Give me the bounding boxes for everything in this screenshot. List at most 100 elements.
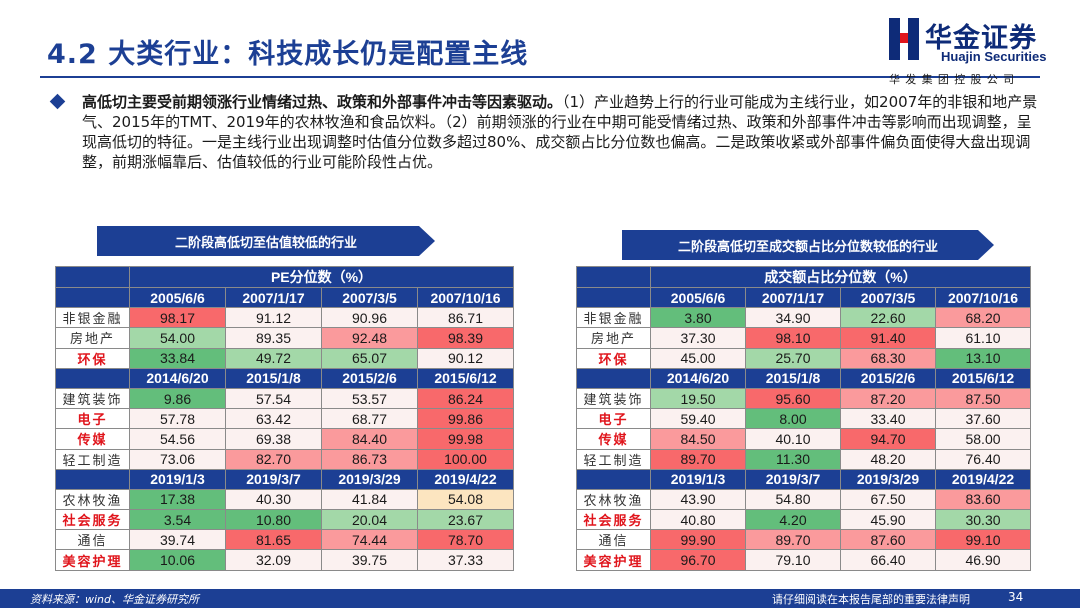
data-cell: 39.75 (321, 549, 418, 571)
table-row: 农林牧渔 17.38 40.30 41.84 54.08 (55, 488, 514, 511)
vol-blank-cell (576, 468, 651, 490)
key-point: 高低切主要受前期领涨行业情绪过热、政策和外部事件冲击等因素驱动。（1）产业趋势上… (49, 92, 1042, 172)
data-cell: 74.44 (321, 529, 418, 551)
row-label: 农林牧渔 (55, 488, 130, 511)
date-header: 2015/6/12 (417, 367, 514, 389)
data-cell: 87.60 (840, 529, 936, 551)
date-header-row: 2005/6/6 2007/1/17 2007/3/5 2007/10/16 (55, 286, 514, 309)
data-cell: 99.90 (650, 529, 746, 551)
data-cell: 66.40 (840, 549, 936, 571)
data-cell: 57.54 (225, 387, 322, 410)
data-cell: 81.65 (225, 529, 322, 551)
row-label: 社会服务 (576, 509, 651, 531)
date-header-row: 2019/1/3 2019/3/7 2019/3/29 2019/4/22 (55, 468, 514, 490)
date-header: 2015/2/6 (321, 367, 418, 389)
data-cell: 98.39 (417, 327, 514, 349)
data-cell: 40.80 (650, 509, 746, 531)
row-label: 农林牧渔 (576, 488, 651, 511)
data-cell: 99.10 (934, 529, 1032, 551)
data-cell: 3.80 (650, 307, 746, 329)
table-row: 美容护理 10.06 32.09 39.75 37.33 (55, 549, 514, 571)
date-header: 2014/6/20 (129, 367, 226, 389)
table-row: 传媒 84.50 40.10 94.70 58.00 (576, 428, 1032, 450)
table-row: 房地产 54.00 89.35 92.48 98.39 (55, 327, 514, 349)
date-header: 2019/3/7 (745, 468, 841, 490)
table-row: 电子 59.40 8.00 33.40 37.60 (576, 408, 1032, 430)
table-row: 社会服务 3.54 10.80 20.04 23.67 (55, 509, 514, 531)
date-header: 2019/3/29 (840, 468, 936, 490)
pe-blank-cell (55, 286, 130, 309)
table-row: 通信 99.90 89.70 87.60 99.10 (576, 529, 1032, 551)
row-label: 轻工制造 (576, 448, 651, 470)
row-label: 房地产 (576, 327, 651, 349)
pe-blank-cell (55, 266, 130, 288)
data-cell: 89.35 (225, 327, 322, 349)
row-label: 房地产 (55, 327, 130, 349)
data-cell: 87.50 (934, 387, 1032, 410)
data-cell: 25.70 (745, 347, 841, 369)
data-cell: 89.70 (650, 448, 746, 470)
data-cell: 22.60 (840, 307, 936, 329)
data-cell: 69.38 (225, 428, 322, 450)
row-label: 非银金融 (576, 307, 651, 329)
company-logo: 华金证券 Huajin Securities (889, 18, 1069, 68)
data-cell: 99.98 (417, 428, 514, 450)
data-cell: 4.20 (745, 509, 841, 531)
date-header: 2007/3/5 (840, 286, 936, 309)
data-cell: 68.30 (840, 347, 936, 369)
data-cell: 59.40 (650, 408, 746, 430)
data-cell: 91.40 (840, 327, 936, 349)
date-header: 2014/6/20 (650, 367, 746, 389)
data-cell: 54.80 (745, 488, 841, 511)
table-row: 环保 33.84 49.72 65.07 90.12 (55, 347, 514, 369)
data-cell: 40.30 (225, 488, 322, 511)
data-cell: 37.30 (650, 327, 746, 349)
row-label: 建筑装饰 (55, 387, 130, 410)
data-cell: 54.08 (417, 488, 514, 511)
data-cell: 33.40 (840, 408, 936, 430)
data-cell: 100.00 (417, 448, 514, 470)
row-label: 非银金融 (55, 307, 130, 329)
key-point-lead: 高低切主要受前期领涨行业情绪过热、政策和外部事件冲击等因素驱动。 (82, 93, 563, 111)
data-cell: 43.90 (650, 488, 746, 511)
table-row: 非银金融 98.17 91.12 90.96 86.71 (55, 307, 514, 329)
date-header: 2015/6/12 (934, 367, 1032, 389)
data-source: 资料来源：wind、华金证券研究所 (30, 593, 200, 606)
date-header: 2019/1/3 (650, 468, 746, 490)
data-cell: 46.90 (934, 549, 1032, 571)
right-banner-arrow (622, 230, 994, 260)
table-row: 农林牧渔 43.90 54.80 67.50 83.60 (576, 488, 1032, 511)
footer-bar: 资料来源：wind、华金证券研究所 请仔细阅读在本报告尾部的重要法律声明 34 (0, 589, 1080, 608)
data-cell: 79.10 (745, 549, 841, 571)
date-header: 2015/1/8 (225, 367, 322, 389)
group-affiliation: 华发集团控股公司 (889, 73, 1020, 86)
date-header: 2007/3/5 (321, 286, 418, 309)
vol-blank-cell (576, 266, 651, 288)
date-header: 2015/1/8 (745, 367, 841, 389)
data-cell: 48.20 (840, 448, 936, 470)
data-cell: 98.17 (129, 307, 226, 329)
data-cell: 40.10 (745, 428, 841, 450)
page-title: 4.2 大类行业：科技成长仍是配置主线 (47, 39, 529, 70)
table-row: 轻工制造 89.70 11.30 48.20 76.40 (576, 448, 1032, 470)
date-header-row: 2014/6/20 2015/1/8 2015/2/6 2015/6/12 (55, 367, 514, 389)
key-point-body: （1）产业趋势上行的行业可能成为主线行业，如2007年的非银和地产景气、2015… (82, 93, 1038, 171)
data-cell: 84.50 (650, 428, 746, 450)
data-cell: 98.10 (745, 327, 841, 349)
data-cell: 92.48 (321, 327, 418, 349)
data-cell: 73.06 (129, 448, 226, 470)
data-cell: 9.86 (129, 387, 226, 410)
table-row: 通信 39.74 81.65 74.44 78.70 (55, 529, 514, 551)
pe-blank-cell (55, 468, 130, 490)
table-title-row: PE分位数（%） (55, 266, 514, 288)
row-label: 建筑装饰 (576, 387, 651, 410)
data-cell: 11.30 (745, 448, 841, 470)
row-label: 美容护理 (576, 549, 651, 571)
table-row: 传媒 54.56 69.38 84.40 99.98 (55, 428, 514, 450)
data-cell: 41.84 (321, 488, 418, 511)
row-label: 通信 (576, 529, 651, 551)
data-cell: 94.70 (840, 428, 936, 450)
page-number: 34 (1008, 590, 1024, 604)
logo-name-cn: 华金证券 (925, 23, 1037, 54)
table-row: 轻工制造 73.06 82.70 86.73 100.00 (55, 448, 514, 470)
